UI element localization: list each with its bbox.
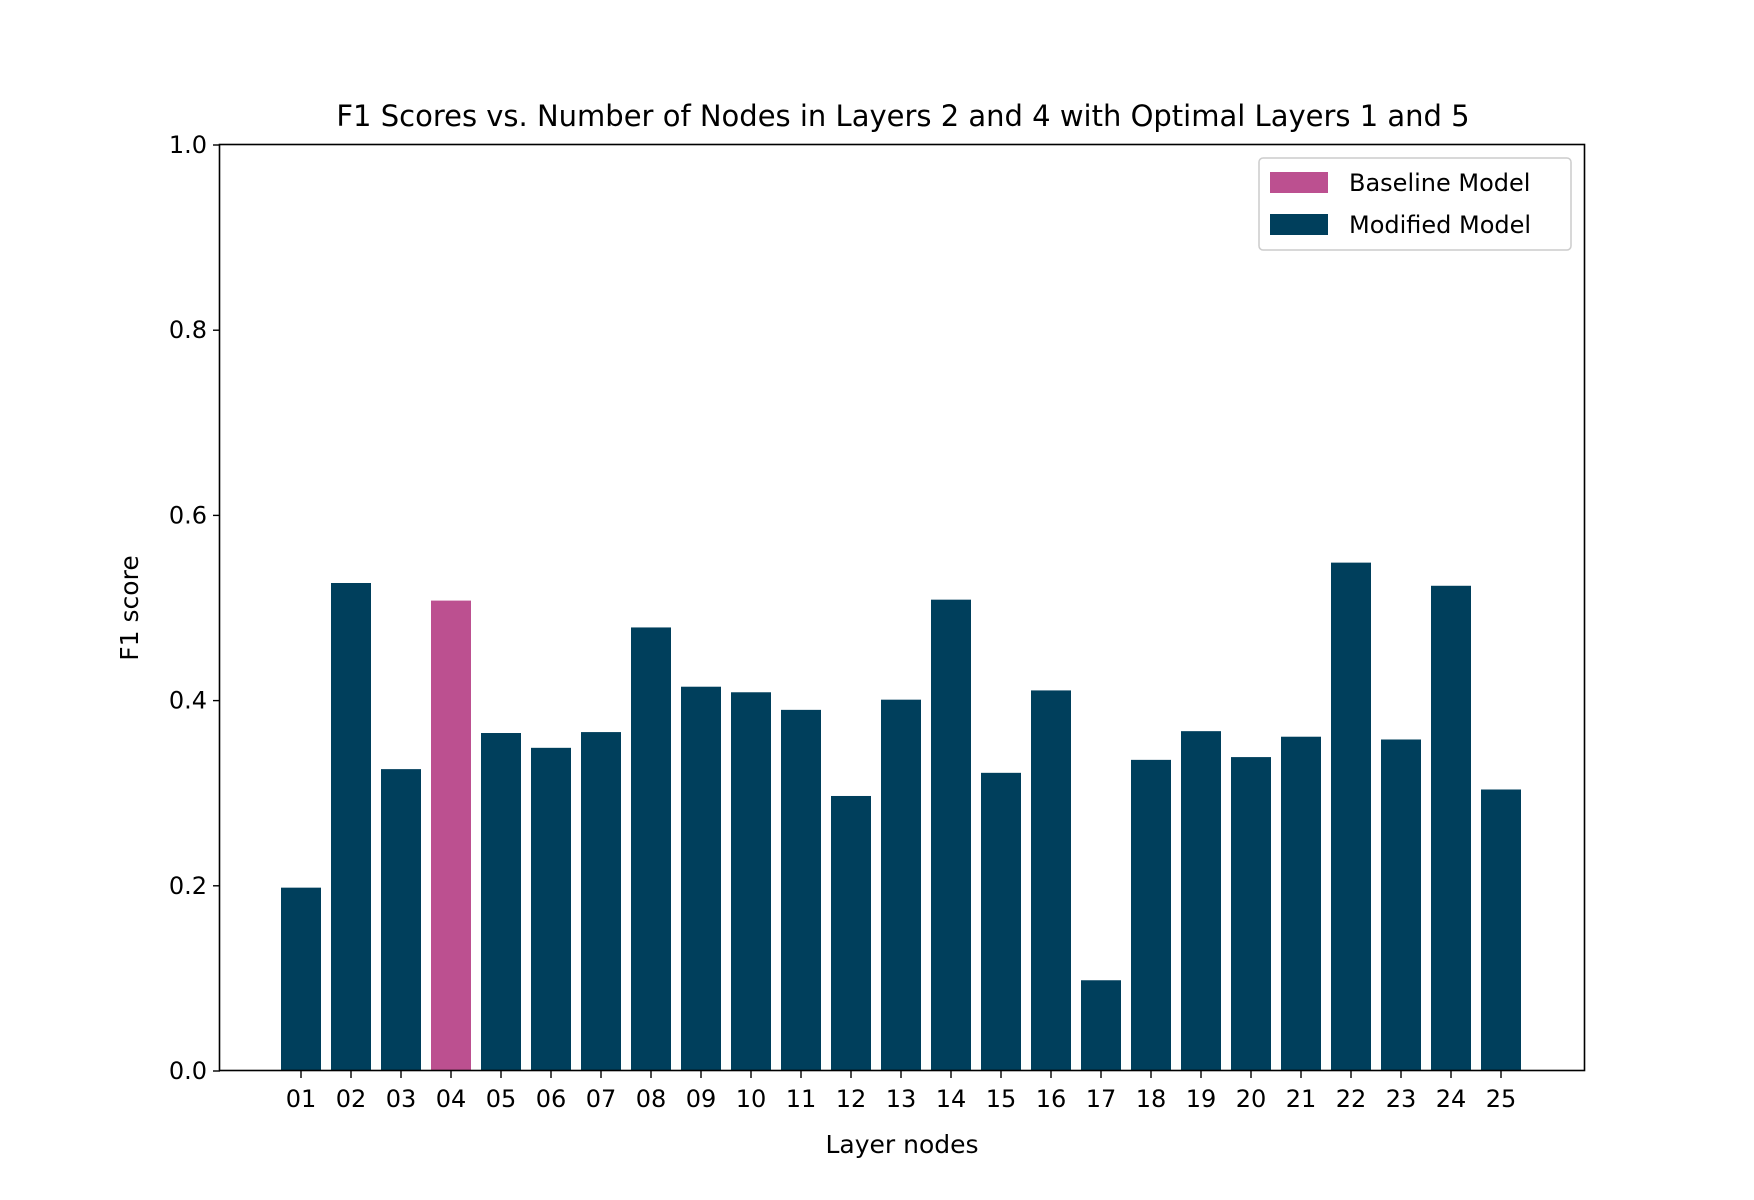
- bar-16: [1031, 690, 1071, 1071]
- bar-07: [581, 732, 621, 1071]
- x-tick-label: 01: [286, 1085, 317, 1113]
- bar-11: [781, 709, 821, 1071]
- bar-23: [1381, 739, 1421, 1071]
- y-tick-label: 0.0: [169, 1057, 207, 1085]
- x-tick-label: 14: [936, 1085, 967, 1113]
- legend-label-baseline: Baseline Model: [1349, 169, 1530, 197]
- x-tick-label: 18: [1136, 1085, 1167, 1113]
- bar-24: [1431, 585, 1471, 1071]
- y-axis: 0.0 0.2 0.4 0.6 0.8 1.0: [169, 131, 220, 1085]
- x-tick-label: 11: [786, 1085, 817, 1113]
- bar-17: [1081, 980, 1121, 1071]
- x-tick-label: 19: [1186, 1085, 1217, 1113]
- legend-label-modified: Modified Model: [1349, 211, 1531, 239]
- x-tick-label: 20: [1236, 1085, 1267, 1113]
- bar-03: [381, 769, 421, 1071]
- x-tick-label: 23: [1386, 1085, 1417, 1113]
- bar-10: [731, 692, 771, 1071]
- x-tick-label: 03: [386, 1085, 417, 1113]
- legend-box: [1258, 157, 1572, 251]
- x-tick-label: 04: [436, 1085, 467, 1113]
- x-tick-label: 22: [1336, 1085, 1367, 1113]
- bar-02: [331, 582, 371, 1071]
- bar-25: [1481, 789, 1521, 1071]
- bar-13: [881, 699, 921, 1071]
- x-axis-label: Layer nodes: [825, 1130, 978, 1159]
- bar-14: [931, 599, 971, 1071]
- bar-22: [1331, 562, 1371, 1071]
- x-axis: 01 02 03 04 05 06 07 08 09 10 11 12 13 14 15 16 17 18 19 20…: [286, 1071, 1517, 1113]
- x-tick-label: 06: [536, 1085, 567, 1113]
- bars-group: [281, 562, 1521, 1071]
- x-tick-label: 08: [636, 1085, 667, 1113]
- x-tick-label: 13: [886, 1085, 917, 1113]
- bar-05: [481, 733, 521, 1071]
- x-tick-label: 24: [1436, 1085, 1467, 1113]
- x-tick-label: 17: [1086, 1085, 1117, 1113]
- legend-swatch-modified: [1270, 214, 1328, 235]
- bar-12: [831, 795, 871, 1071]
- legend-swatch-baseline: [1270, 172, 1328, 193]
- y-tick-label: 1.0: [169, 131, 207, 159]
- y-tick-label: 0.4: [169, 687, 207, 715]
- x-tick-label: 02: [336, 1085, 367, 1113]
- chart-title: F1 Scores vs. Number of Nodes in Layers …: [336, 99, 1469, 133]
- bar-08: [631, 627, 671, 1071]
- bar-19: [1181, 731, 1221, 1071]
- x-tick-label: 07: [586, 1085, 617, 1113]
- bar-18: [1131, 759, 1171, 1071]
- x-tick-label: 12: [836, 1085, 867, 1113]
- y-tick-label: 0.6: [169, 501, 207, 529]
- bar-04: [431, 600, 471, 1071]
- bar-09: [681, 686, 721, 1071]
- x-tick-label: 09: [686, 1085, 717, 1113]
- y-tick-label: 0.2: [169, 872, 207, 900]
- bar-06: [531, 747, 571, 1071]
- bar-20: [1231, 757, 1271, 1071]
- x-tick-label: 05: [486, 1085, 517, 1113]
- bar-15: [981, 772, 1021, 1071]
- y-axis-label: F1 score: [115, 555, 144, 660]
- legend: Baseline Model Modified Model: [1258, 157, 1572, 251]
- x-tick-label: 25: [1486, 1085, 1517, 1113]
- y-tick-label: 0.8: [169, 316, 207, 344]
- bar-21: [1281, 736, 1321, 1071]
- x-tick-label: 16: [1036, 1085, 1067, 1113]
- plot-frame: [218, 143, 1586, 1072]
- bar-01: [281, 887, 321, 1071]
- x-tick-label: 21: [1286, 1085, 1317, 1113]
- x-tick-label: 15: [986, 1085, 1017, 1113]
- x-tick-label: 10: [736, 1085, 767, 1113]
